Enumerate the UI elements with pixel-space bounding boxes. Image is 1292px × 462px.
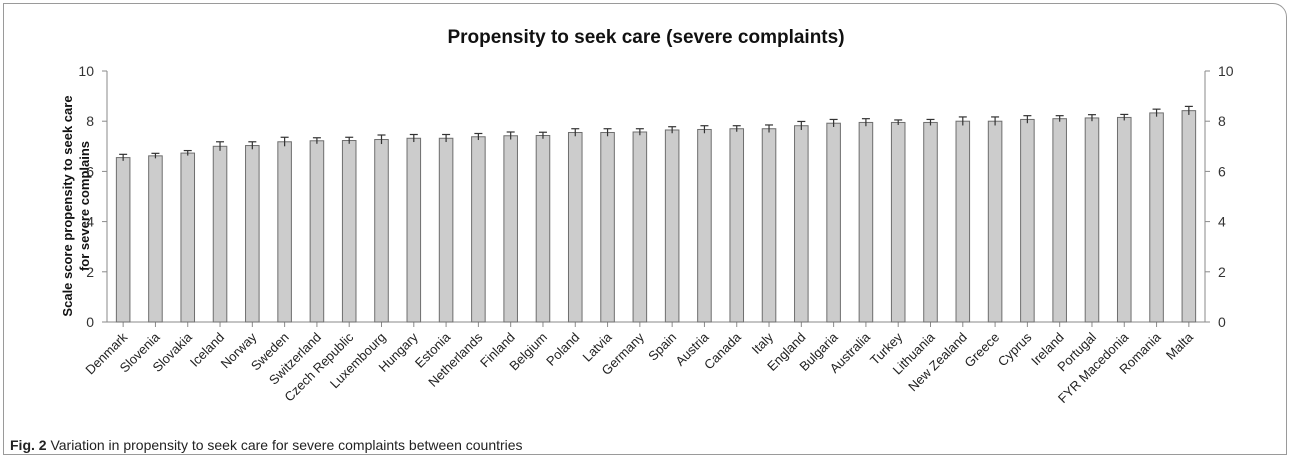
bar [826,122,841,323]
bar [794,125,809,323]
y-axis-label-line1: Scale score propensity to seek care [60,95,75,316]
bar [1149,112,1164,323]
bar [955,120,971,323]
right-tick-label: 2 [1218,264,1226,280]
left-tick-label: 6 [86,163,94,179]
bar [1116,116,1132,323]
bar [567,131,583,323]
bar [115,157,131,323]
bar [374,139,389,323]
category-label: Poland [543,330,582,369]
left-tick-label: 0 [86,314,94,330]
figure-frame [3,3,1287,455]
category-labels: DenmarkSloveniaSlovakiaIcelandNorwaySwed… [82,329,1196,406]
bar [664,129,680,323]
axes [102,70,1210,327]
bar [148,155,163,323]
bar [277,141,292,323]
bar [697,128,712,323]
bar [1181,110,1197,323]
chart-title: Propensity to seek care (severe complain… [447,27,844,48]
category-label: Malta [1163,329,1197,363]
bar [1052,118,1067,323]
bar [406,137,422,323]
bar [761,128,777,323]
tick-labels: 0 0 2 2 4 4 6 6 8 8 10 10 [78,63,1233,330]
left-tick-label: 8 [86,113,94,129]
bar [632,131,648,323]
bar [309,140,325,323]
bar [923,121,938,323]
bar [1084,117,1100,323]
caption-label: Fig. 2 [10,437,47,453]
bar [180,152,196,323]
bar [535,135,551,323]
right-tick-label: 0 [1218,314,1226,330]
left-tick-label: 4 [86,214,94,230]
y-axis-label: Scale score propensity to seek care for … [60,95,92,316]
category-label: Italy [749,329,777,357]
caption-text: Variation in propensity to seek care for… [50,437,523,453]
y-axis-label-line2: for severe complains [77,141,92,271]
bar [503,135,518,323]
bar [212,145,228,323]
bar [987,120,1003,323]
bar [341,140,357,323]
bar [858,121,874,323]
category-label: Cyprus [995,329,1035,369]
right-tick-label: 6 [1218,163,1226,179]
category-label: Greece [961,330,1002,371]
right-tick-label: 4 [1218,214,1226,230]
bar [729,128,745,323]
right-tick-label: 8 [1218,113,1226,129]
category-label: Canada [701,329,744,372]
figure-caption: Fig. 2 Variation in propensity to seek c… [10,437,523,453]
left-tick-label: 2 [86,264,94,280]
right-tick-label: 10 [1218,63,1234,79]
bar [438,137,454,323]
bar [471,136,486,323]
bar [890,121,906,323]
error-bars [119,105,1193,161]
bar [1020,118,1035,323]
bar [600,131,615,323]
bars [115,110,1197,323]
left-tick-label: 10 [78,63,94,79]
bar [245,145,260,323]
